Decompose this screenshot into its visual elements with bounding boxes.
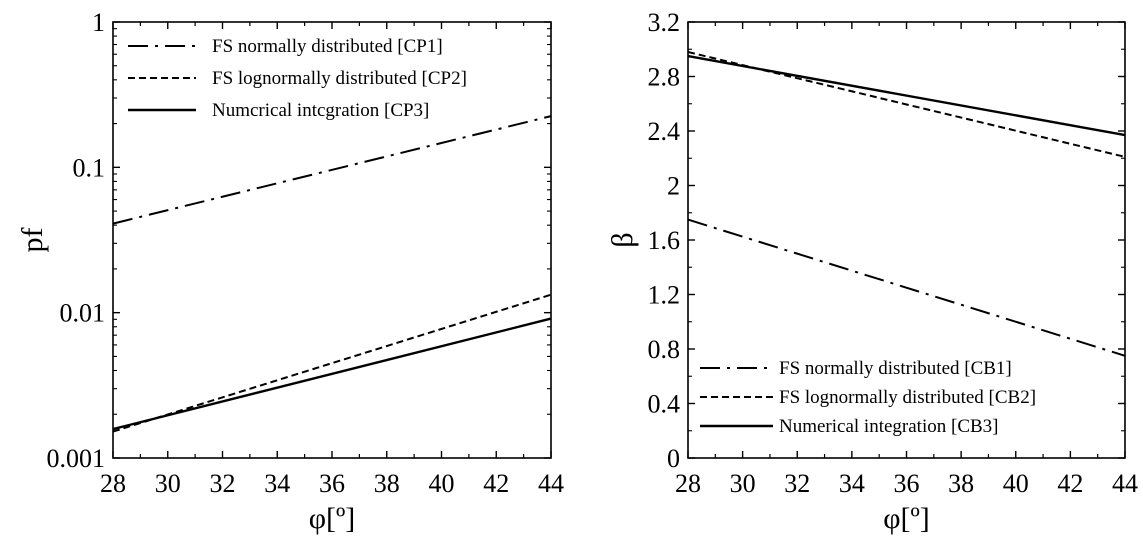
x-tick-label: 38 [374,469,400,498]
x-tick-label: 28 [675,469,701,498]
x-tick-label: 40 [1003,469,1029,498]
series-line-1 [687,218,1126,357]
x-tick-label: 38 [948,469,974,498]
x-tick-label: 44 [1112,469,1138,498]
y-tick-label: 0.8 [648,335,681,364]
y-tick-label: 1 [92,8,105,37]
series-line-2 [687,51,1126,158]
pf-chart: 28 30 32 34 36 38 40 42 44 0.001 0.01 0.1 1 φ[º] pf FS … [16,8,564,535]
y-tick-label: 0 [667,444,680,473]
x-tick-label: 32 [210,469,236,498]
legend-label-2: FS lognormally distributed [CB2] [779,387,1036,408]
y-tick-label: 3.2 [648,8,681,37]
y-tick-label: 0.1 [73,153,106,182]
y-tick-label: 1.6 [648,226,681,255]
y-tick-label: 0.001 [47,444,106,473]
x-tick-label: 40 [429,469,455,498]
x-axis-title: φ[º] [309,502,356,535]
y-tick-label: 0.01 [60,299,106,328]
y-axis-title: β [606,232,639,247]
series-line-2 [112,293,552,433]
series-line-3 [112,317,552,431]
y-tick-label: 2.4 [648,117,681,146]
x-tick-label: 30 [730,469,756,498]
y-tick-label: 0.4 [648,390,681,419]
series-line-1 [112,115,552,225]
x-tick-label: 28 [100,469,126,498]
x-tick-label: 44 [538,469,564,498]
y-tick-label: 1.2 [648,281,681,310]
x-tick-label: 42 [1057,469,1083,498]
x-tick-label: 42 [483,469,509,498]
x-tick-label: 32 [784,469,810,498]
x-axis-title: φ[º] [883,502,930,535]
legend-label-3: Numcrical intcgration [CP3] [212,100,429,121]
legend-label-1: FS normally distributed [CB1] [779,358,1012,379]
x-tick-label: 36 [319,469,345,498]
y-tick-label: 2.8 [648,63,681,92]
legend-label-1: FS normally distributed [CP1] [212,36,443,57]
x-tick-label: 36 [894,469,920,498]
legend-label-2: FS lognormally distributed [CP2] [212,68,467,89]
x-tick-label: 34 [264,469,290,498]
y-axis-title: pf [16,228,49,253]
x-tick-label: 34 [839,469,865,498]
beta-chart: 28 30 32 34 36 38 40 42 44 0 0.4 0.8 1.2 1.6 2 2.4 2.8 3.… [606,8,1138,535]
x-tick-label: 30 [155,469,181,498]
legend-label-3: Numerical integration [CB3] [779,416,999,437]
series-line-3 [687,54,1126,137]
y-tick-label: 2 [667,172,680,201]
